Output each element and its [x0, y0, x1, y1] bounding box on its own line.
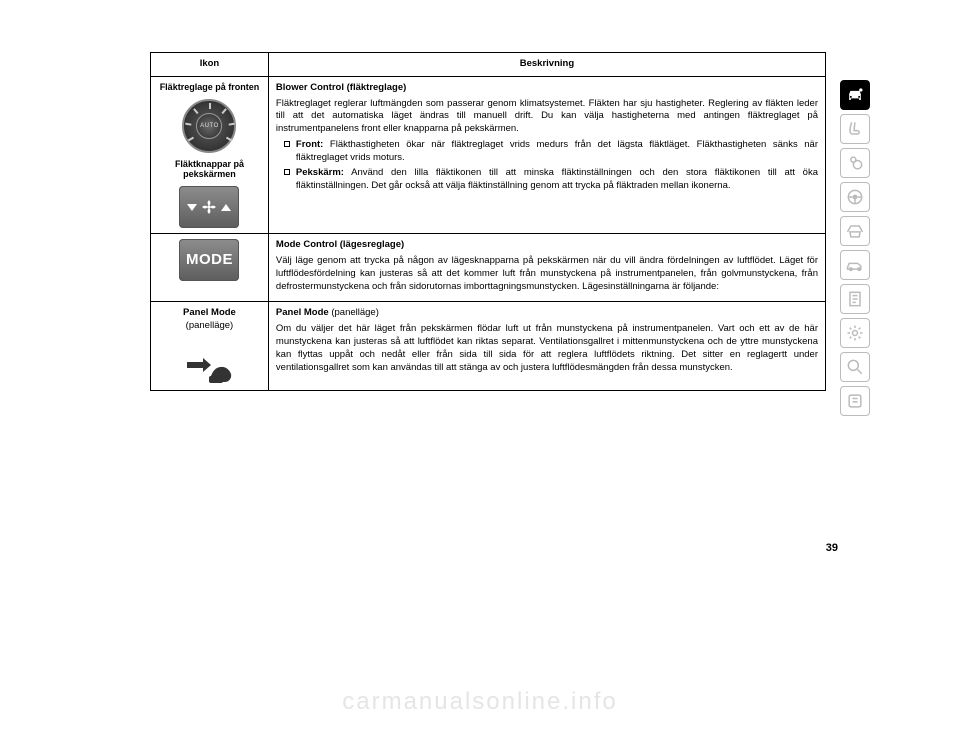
icon-cell-content: Panel Mode (panelläge) [158, 307, 261, 385]
desc-title: Mode Control (lägesreglage) [276, 239, 818, 252]
desc-body: Välj läge genom att trycka på någon av l… [276, 255, 818, 293]
icon-subtitle: (panelläge) [183, 320, 236, 333]
bullet-body: Fläkthastigheten ökar när fläktreglaget … [296, 139, 818, 163]
bullet-label: Front: [296, 139, 323, 150]
icon-title: Fläktreglage på fronten [160, 82, 260, 93]
page-number: 39 [826, 542, 838, 554]
desc-body: Fläktreglaget reglerar luftmängden som p… [276, 98, 818, 136]
seat-icon[interactable] [840, 114, 870, 144]
icon-cell-mode: MODE [151, 234, 269, 302]
desc-body: Om du väljer det här läget från pekskärm… [276, 323, 818, 374]
table-header-row: Ikon Beskrivning [151, 53, 826, 77]
table-row: MODE Mode Control (lägesreglage) Välj lä… [151, 234, 826, 302]
fan-row [187, 198, 231, 216]
icon-sublabel: Fläktknappar på pekskärmen [175, 159, 244, 181]
dial-center-label: AUTO [196, 113, 222, 139]
controls-table: Ikon Beskrivning Fläktreglage på fronten [150, 52, 826, 391]
airbag-icon[interactable] [840, 148, 870, 178]
col-header-desc: Beskrivning [268, 53, 825, 77]
desc-cell-mode: Mode Control (lägesreglage) Välj läge ge… [268, 234, 825, 302]
steering-icon[interactable] [840, 182, 870, 212]
icon-cell-blower: Fläktreglage på fronten AUTO Fläktknappa… [151, 76, 269, 233]
table-row: Fläktreglage på fronten AUTO Fläktknappa… [151, 76, 826, 233]
desc-cell-panel: Panel Mode (panelläge) Om du väljer det … [268, 302, 825, 391]
fan-buttons-icon [179, 186, 239, 228]
increase-arrow-icon [221, 204, 231, 211]
car-dashboard-icon[interactable] [840, 80, 870, 110]
desc-title: Blower Control (fläktreglage) [276, 82, 818, 95]
bullet-text: Pekskärm: Använd den lilla fläktikonen t… [296, 167, 818, 193]
info-icon[interactable] [840, 386, 870, 416]
wiper-icon[interactable] [840, 216, 870, 246]
bullet-square-icon [284, 141, 290, 147]
bullet-square-icon [284, 169, 290, 175]
search-icon[interactable] [840, 352, 870, 382]
settings-icon[interactable] [840, 318, 870, 348]
fan-icon [200, 198, 218, 216]
decrease-arrow-icon [187, 204, 197, 211]
icon-cell-panel: Panel Mode (panelläge) [151, 302, 269, 391]
bullet-label: Pekskärm: [296, 167, 344, 178]
document-icon[interactable] [840, 284, 870, 314]
fan-speed-dial-icon: AUTO [182, 99, 236, 153]
bullet-text: Front: Fläkthastigheten ökar när fläktre… [296, 139, 818, 165]
desc-cell-blower: Blower Control (fläktreglage) Fläktregla… [268, 76, 825, 233]
icon-title-block: Panel Mode (panelläge) [183, 307, 236, 333]
manual-page: Ikon Beskrivning Fläktreglage på fronten [0, 0, 960, 742]
desc-title-paren: (panelläge) [331, 307, 379, 318]
watermark-text: carmanualsonline.info [0, 688, 960, 716]
mode-button-icon: MODE [179, 239, 239, 281]
table-row: Panel Mode (panelläge) [151, 302, 826, 391]
bullet-item: Pekskärm: Använd den lilla fläktikonen t… [284, 167, 818, 193]
icon-cell-content: MODE [158, 239, 261, 281]
desc-title-line: Panel Mode (panelläge) [276, 307, 818, 320]
icon-title: Panel Mode [183, 307, 236, 320]
mode-button-label: MODE [186, 250, 233, 270]
col-header-icon: Ikon [151, 53, 269, 77]
icon-cell-content: Fläktreglage på fronten AUTO Fläktknappa… [158, 82, 261, 228]
bullet-item: Front: Fläkthastigheten ökar när fläktre… [284, 139, 818, 165]
car-side-icon[interactable] [840, 250, 870, 280]
bullet-body: Använd den lilla fläktikonen till att mi… [296, 167, 818, 191]
desc-title: Panel Mode [276, 307, 329, 318]
panel-airflow-icon [179, 339, 239, 385]
section-tab-strip [840, 80, 870, 416]
